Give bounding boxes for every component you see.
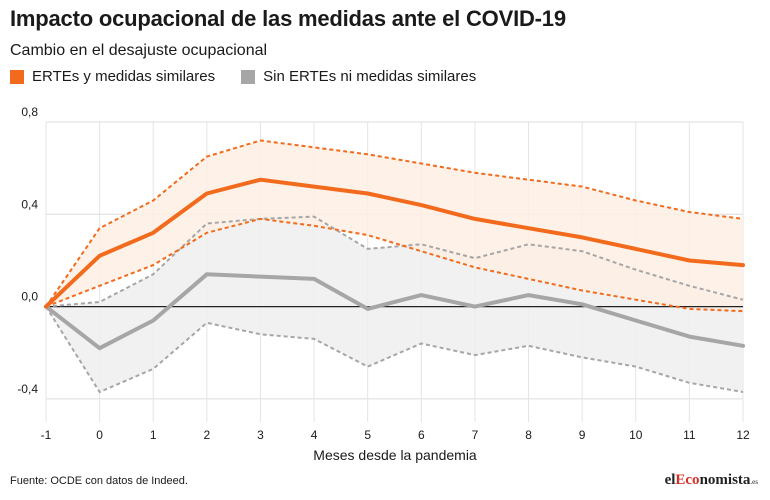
y-tick-label: 0,4	[21, 197, 38, 211]
upper-bound-sin-ertes	[45, 215, 744, 308]
upper-bound-ertes	[45, 139, 744, 308]
legend-label-ertes: ERTEs y medidas similares	[32, 68, 216, 85]
x-tick-label: 1	[150, 428, 157, 442]
x-tick-label: 0	[96, 428, 103, 442]
brand-rest: nomista	[699, 472, 751, 488]
x-tick-label: 7	[472, 428, 479, 442]
confidence-bands	[46, 140, 743, 392]
x-tick-label: -1	[41, 428, 52, 442]
x-axis-labels: -1 0 1 2 3 4 5 6 7 8 9 10 11 12	[41, 428, 750, 442]
source-note: Fuente: OCDE con datos de Indeed.	[10, 475, 188, 487]
legend-label-sin-ertes: Sin ERTEs ni medidas similares	[263, 68, 477, 85]
x-tick-label: 6	[418, 428, 425, 442]
x-tick-label: 11	[683, 428, 696, 442]
legend-swatch-sin-ertes	[241, 69, 256, 84]
chart-title: Impacto ocupacional de las medidas ante …	[10, 6, 566, 31]
brand-suffix: .es	[750, 478, 758, 486]
brand-prefix: el	[664, 472, 676, 488]
x-axis-title: Meses desde la pandemia	[313, 447, 477, 463]
y-tick-label: 0,0	[21, 290, 38, 304]
lower-bound-sin-ertes	[45, 306, 744, 394]
x-tick-label: 3	[257, 428, 264, 442]
band-ertes	[46, 140, 743, 312]
y-tick-label: -0,4	[17, 382, 38, 396]
series-line-sin-ertes	[44, 272, 745, 351]
chart-subtitle: Cambio en el desajuste ocupacional	[10, 42, 268, 59]
legend: ERTEs y medidas similares Sin ERTEs ni m…	[10, 68, 502, 85]
x-tick-label: 10	[629, 428, 643, 442]
legend-item-sin-ertes: Sin ERTEs ni medidas similares	[241, 68, 476, 85]
brand-logo: elEconomista.es	[665, 472, 758, 489]
x-tick-label: 8	[525, 428, 532, 442]
y-axis-labels: -0,4 0,0 0,4 0,8	[17, 105, 38, 396]
x-tick-label: 12	[736, 428, 750, 442]
series-lines	[44, 139, 745, 394]
legend-swatch-ertes	[10, 69, 24, 84]
legend-item-ertes: ERTEs y medidas similares	[10, 68, 215, 85]
series-line-ertes	[44, 177, 745, 309]
x-tick-label: 5	[364, 428, 371, 442]
x-tick-label: 4	[311, 428, 318, 442]
x-tick-label: 9	[579, 428, 586, 442]
brand-accent: Eco	[675, 472, 700, 488]
x-tick-label: 2	[204, 428, 211, 442]
y-tick-label: 0,8	[21, 105, 38, 119]
